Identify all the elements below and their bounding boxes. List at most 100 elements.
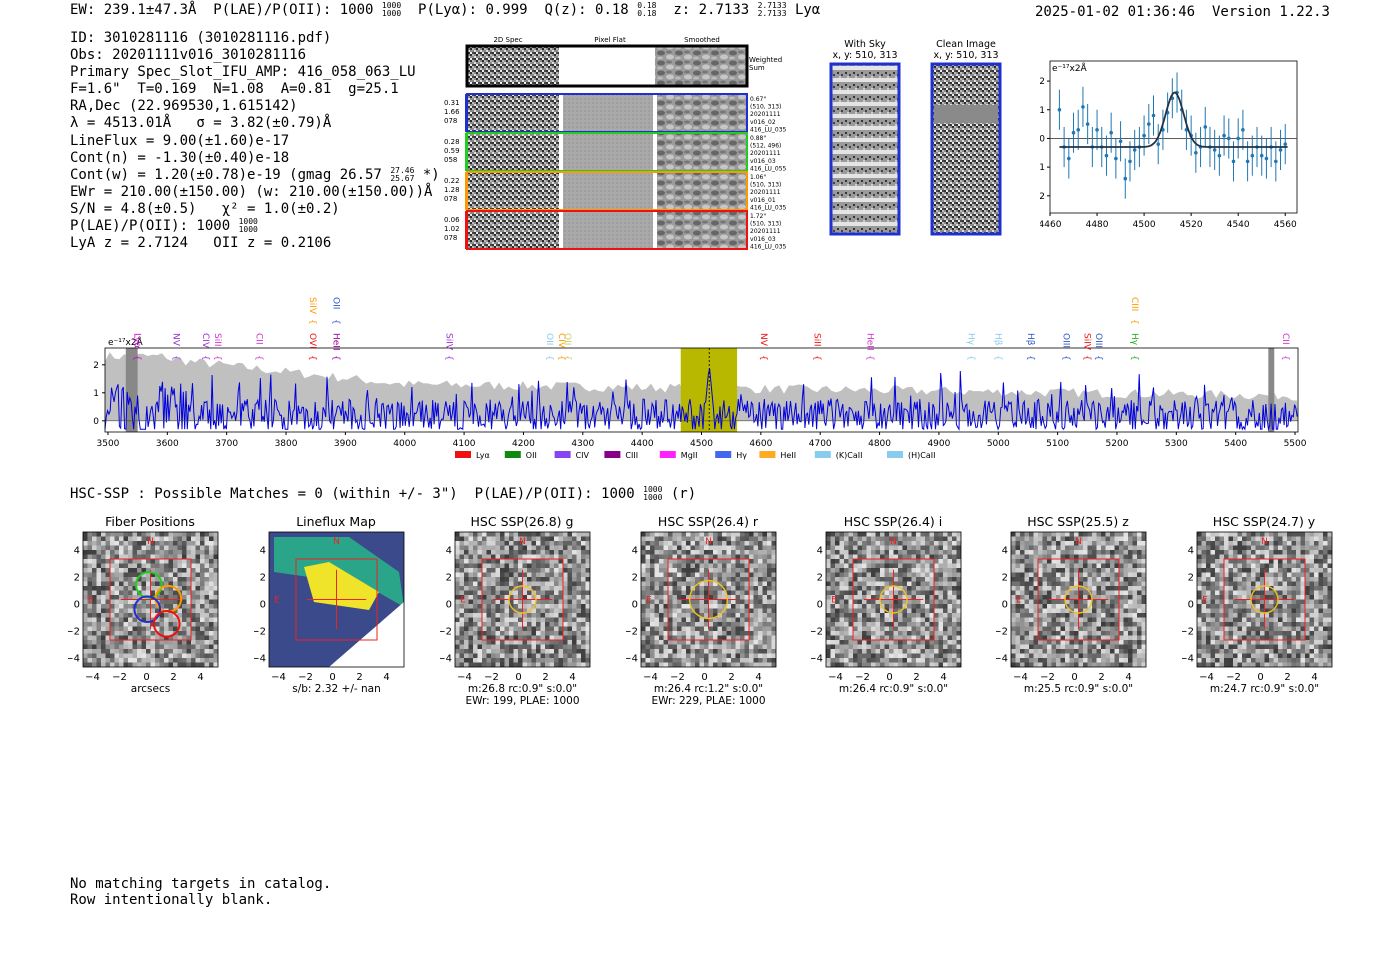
hsc-pixel bbox=[1092, 604, 1097, 609]
hsc-pixel bbox=[482, 631, 487, 636]
hsc-pixel bbox=[486, 532, 492, 537]
hsc-pixel bbox=[1123, 572, 1129, 578]
hsc-pixel bbox=[92, 572, 97, 578]
hsc-pixel bbox=[518, 572, 523, 578]
hsc-pixel bbox=[1056, 595, 1061, 600]
hsc-pixel bbox=[853, 604, 858, 609]
hsc-pixel bbox=[663, 622, 669, 627]
hsc-pixel bbox=[722, 626, 727, 632]
hsc-pixel bbox=[699, 595, 705, 600]
hsc-pixel bbox=[699, 608, 705, 614]
hsc-pixel bbox=[1047, 581, 1052, 587]
hsc-pixel bbox=[853, 599, 858, 605]
hsc-pixel bbox=[545, 577, 550, 582]
hsc-pixel bbox=[735, 640, 741, 645]
hsc-pixel bbox=[663, 590, 669, 596]
hsc-pixel bbox=[654, 649, 660, 654]
hsc-pixel bbox=[672, 613, 678, 618]
hsc-pixel bbox=[1123, 563, 1129, 569]
hsc-pixel bbox=[830, 581, 836, 587]
hsc-pixel bbox=[459, 541, 465, 546]
hsc-xtick-label: 4 bbox=[755, 672, 761, 683]
hsc-pixel bbox=[1123, 550, 1129, 555]
spectrum-line-label-text: Lyα bbox=[132, 333, 142, 349]
hsc-pixel bbox=[105, 649, 111, 654]
hsc-pixel bbox=[1110, 572, 1115, 578]
hsc-pixel bbox=[581, 577, 586, 582]
hsc-pixel bbox=[513, 572, 519, 578]
hsc-pixel bbox=[168, 658, 174, 663]
spectrum-line-label: CIV{ bbox=[200, 333, 210, 361]
hsc-pixel bbox=[558, 662, 564, 668]
hsc-pixel bbox=[916, 572, 921, 578]
hsc-pixel bbox=[699, 541, 705, 546]
fit-ytick-label: 2 bbox=[1040, 77, 1045, 87]
hsc-pixel bbox=[513, 577, 519, 582]
hsc-pixel bbox=[947, 626, 953, 632]
hsc-pixel bbox=[1105, 604, 1111, 609]
hsc-pixel bbox=[1083, 554, 1088, 560]
hsc-pixel bbox=[744, 604, 750, 609]
hsc-pixel bbox=[889, 604, 894, 609]
hsc-pixel bbox=[159, 545, 165, 551]
hsc-pixel bbox=[740, 631, 745, 636]
hsc-pixel bbox=[902, 644, 908, 650]
hsc-pixel bbox=[844, 595, 849, 600]
hsc-pixel bbox=[934, 532, 939, 537]
spectrum-line-label-text: OII bbox=[544, 333, 554, 345]
hsc-xtick-label: 2 bbox=[728, 672, 734, 683]
compass-north: N bbox=[705, 537, 712, 547]
hsc-pixel bbox=[753, 622, 759, 627]
hsc-pixel bbox=[898, 617, 903, 623]
hsc-pixel bbox=[1024, 604, 1030, 609]
hsc-pixel bbox=[862, 640, 867, 645]
hsc-pixel bbox=[925, 613, 930, 618]
hsc-pixel bbox=[155, 595, 160, 600]
hsc-pixel bbox=[1020, 595, 1025, 600]
hsc-pixel bbox=[911, 532, 917, 537]
hsc-pixel bbox=[1038, 626, 1043, 632]
hsc-pixel bbox=[459, 604, 465, 609]
hsc-pixel bbox=[735, 622, 741, 627]
hsc-pixel bbox=[686, 554, 691, 560]
hsc-pixel bbox=[875, 541, 881, 546]
hsc-pixel bbox=[1038, 590, 1043, 596]
hsc-pixel bbox=[468, 536, 474, 542]
hsc-pixel bbox=[1114, 617, 1120, 623]
hsc-pixel bbox=[726, 590, 732, 596]
hsc-pixel bbox=[880, 653, 885, 659]
hsc-pixel bbox=[155, 644, 160, 650]
hsc-pixel bbox=[105, 541, 111, 546]
hsc-pixel bbox=[1074, 559, 1079, 564]
hsc-pixel bbox=[509, 563, 514, 569]
fit-point bbox=[1274, 159, 1278, 164]
hsc-pixel bbox=[572, 581, 577, 587]
hsc-pixel bbox=[731, 604, 736, 609]
hsc-pixel bbox=[677, 532, 682, 537]
hsc-pixel bbox=[762, 644, 768, 650]
hsc-pixel bbox=[504, 545, 510, 551]
hsc-pixel bbox=[907, 622, 912, 627]
hsc-pixel bbox=[186, 644, 192, 650]
hsc-pixel bbox=[536, 622, 541, 627]
hsc-pixel bbox=[1033, 626, 1039, 632]
hsc-pixel bbox=[1110, 541, 1115, 546]
hsc-pixel bbox=[758, 649, 763, 654]
hsc-pixel bbox=[1119, 631, 1124, 636]
hsc-pixel bbox=[1132, 622, 1138, 627]
hsc-pixel bbox=[884, 599, 890, 605]
hsc-pixel bbox=[663, 631, 669, 636]
hsc-pixel bbox=[114, 626, 120, 632]
hsc-pixel bbox=[572, 658, 577, 663]
hsc-pixel bbox=[1128, 554, 1133, 560]
hsc-pixel bbox=[150, 563, 156, 569]
hsc-pixel bbox=[204, 559, 210, 564]
hsc-pixel bbox=[695, 604, 700, 609]
hsc-pixel bbox=[726, 631, 732, 636]
hsc-pixel bbox=[830, 658, 836, 663]
hsc-pixel bbox=[527, 563, 532, 569]
hsc-pixel bbox=[572, 545, 577, 551]
spectrum-xtick-label: 5100 bbox=[1046, 439, 1069, 449]
spectrum-xtick-label: 4000 bbox=[393, 439, 416, 449]
